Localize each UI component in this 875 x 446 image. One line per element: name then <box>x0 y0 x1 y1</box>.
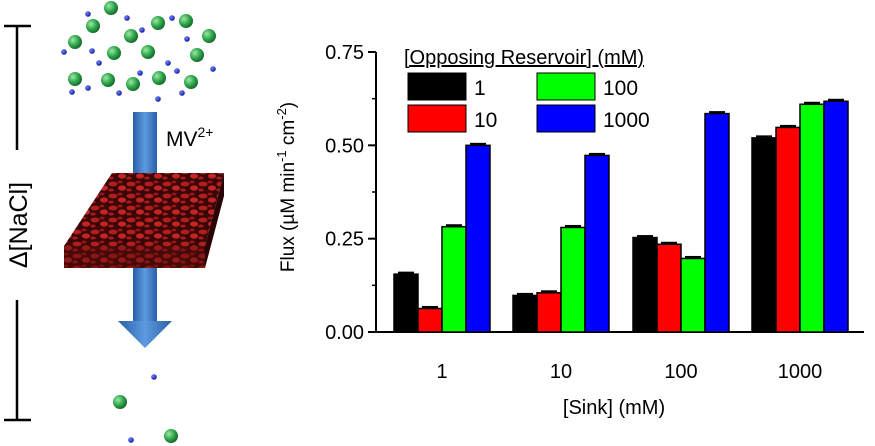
particles-top <box>61 1 216 102</box>
bar-10-at-100 <box>656 243 682 333</box>
nacl-particle <box>124 29 138 43</box>
bar-100-at-1000 <box>799 103 825 333</box>
legend-label-10: 10 <box>474 109 497 132</box>
mv-particle <box>184 36 190 42</box>
x-tick-label: 100 <box>664 361 697 383</box>
bar-1000-at-10 <box>584 154 610 333</box>
nacl-particle <box>164 429 178 443</box>
bar-1-at-1000 <box>751 137 777 333</box>
y-tick-label: 0.50 <box>325 135 364 157</box>
mv-particle <box>61 49 67 55</box>
mv-label: MV2+ <box>166 124 213 151</box>
nacl-particle <box>68 72 82 86</box>
nacl-particle <box>126 77 140 91</box>
bar-10-at-1000 <box>775 126 801 333</box>
flux-chart: 0.000.250.500.75 1 10 100 1000 [Sink] (mM) … <box>274 42 864 419</box>
mv-particle <box>151 374 157 380</box>
mv-particle <box>174 68 180 74</box>
bar-1000-at-100 <box>704 112 730 333</box>
nacl-gradient-label: Δ[NaCl] <box>5 182 33 268</box>
membrane-diagram: Δ[NaCl] MV2+ <box>4 1 224 443</box>
nacl-particle <box>101 73 115 87</box>
nacl-particle <box>184 75 198 89</box>
bar-1000-at-1000 <box>823 100 849 333</box>
nacl-particle <box>104 1 118 15</box>
mv-particle <box>165 60 171 66</box>
y-tick-label: 0.25 <box>325 229 364 251</box>
mv-particle <box>124 15 130 21</box>
bar-10-at-1 <box>417 307 443 333</box>
mv-particle <box>137 70 143 76</box>
y-axis-label: Flux (µM min-1 cm-2) <box>274 102 299 272</box>
legend: [Opposing Reservoir] (mM) 1 10 100 1000 <box>404 47 650 133</box>
mv-particle <box>155 96 161 102</box>
bar-10-at-10 <box>536 292 562 333</box>
y-axis-ticks: 0.00 0.25 0.50 0.75 <box>325 42 376 344</box>
legend-swatch-1000 <box>536 104 596 133</box>
x-tick-label: 10 <box>550 361 572 383</box>
nacl-particle <box>152 71 166 85</box>
nacl-particle <box>113 395 127 409</box>
x-axis-label: [Sink] (mM) <box>563 397 665 419</box>
legend-swatch-10 <box>407 104 467 133</box>
mv-particle <box>89 48 95 54</box>
bar-100-at-100 <box>680 257 706 333</box>
legend-swatch-100 <box>536 72 596 101</box>
bar-1000-at-1 <box>465 144 491 333</box>
mv-particle <box>116 90 122 96</box>
nacl-particle <box>86 19 100 33</box>
bar-1-at-100 <box>632 236 658 333</box>
mv-particle <box>96 60 102 66</box>
x-axis-ticks: 1 10 100 1000 <box>436 361 822 383</box>
x-tick-label: 1 <box>436 361 447 383</box>
mv-particle <box>139 27 145 33</box>
nacl-particle <box>107 46 121 60</box>
nacl-particle <box>141 45 155 59</box>
nacl-particle <box>202 29 216 43</box>
membrane <box>64 173 224 268</box>
legend-label-100: 100 <box>603 77 638 100</box>
bar-100-at-1 <box>441 225 467 333</box>
legend-label-1: 1 <box>474 77 486 100</box>
nacl-particle <box>179 14 193 28</box>
legend-label-1000: 1000 <box>603 109 650 132</box>
y-tick-label: 0.75 <box>325 42 364 64</box>
mv-particle <box>85 11 91 17</box>
particles-bottom <box>113 374 178 443</box>
nacl-particle <box>151 16 165 30</box>
legend-title: [Opposing Reservoir] (mM) <box>404 47 644 69</box>
nacl-particle <box>68 35 82 49</box>
mv-particle <box>128 437 134 443</box>
mv-particle <box>85 85 91 91</box>
bar-100-at-10 <box>560 226 586 333</box>
mv-particle <box>69 89 75 95</box>
mv-particle <box>169 15 175 21</box>
nacl-particle <box>190 48 204 62</box>
bar-1-at-1 <box>393 273 419 333</box>
mv-particle <box>210 66 216 72</box>
x-tick-label: 1000 <box>778 361 823 383</box>
bar-1-at-10 <box>512 294 538 333</box>
mv-particle <box>179 90 185 96</box>
legend-swatch-1 <box>407 72 467 101</box>
chart-bars <box>393 98 849 333</box>
arrow-lower <box>118 268 172 348</box>
legend-items: 1 10 100 1000 <box>407 72 650 133</box>
bracket-gap <box>6 150 30 300</box>
y-tick-label: 0.00 <box>325 322 364 344</box>
